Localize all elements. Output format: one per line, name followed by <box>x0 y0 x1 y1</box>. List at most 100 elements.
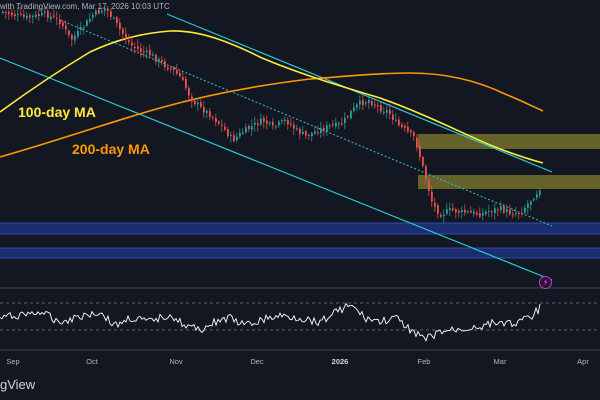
candle-body <box>134 47 136 49</box>
candle-body <box>506 209 508 212</box>
candle-body <box>293 124 295 129</box>
candle-body <box>107 9 109 11</box>
chart-credit: with TradingView.com, Mar 17, 2026 10:03… <box>0 2 170 11</box>
candle-body <box>350 110 352 119</box>
candle-body <box>332 124 334 126</box>
candle-body <box>362 100 364 106</box>
candle-body <box>482 212 484 216</box>
candle-body <box>47 10 49 18</box>
candle-body <box>374 104 376 106</box>
candle-body <box>461 209 463 213</box>
candle-body <box>422 157 424 166</box>
candle-body <box>497 209 499 211</box>
candle-body <box>215 118 217 122</box>
candle-body <box>131 42 133 46</box>
candle-body <box>287 120 289 125</box>
candle-body <box>92 14 94 18</box>
candle-body <box>449 208 451 211</box>
candle-body <box>182 77 184 80</box>
candle-body <box>509 209 511 215</box>
candle-body <box>434 202 436 207</box>
candle-body <box>275 126 277 128</box>
candle-body <box>431 191 433 202</box>
candle-body <box>167 67 169 70</box>
candle-body <box>368 100 370 104</box>
ma200-label: 200-day MA <box>72 141 150 157</box>
candle-body <box>80 27 82 30</box>
candle-body <box>23 14 25 17</box>
candle-body <box>194 101 196 104</box>
demand-zone-lower <box>0 248 600 258</box>
x-tick-label: Mar <box>494 357 507 366</box>
candle-body <box>77 30 79 37</box>
candle-body <box>242 132 244 134</box>
x-tick-label: Dec <box>250 357 264 366</box>
candle-body <box>500 206 502 210</box>
candle-body <box>464 209 466 213</box>
candle-body <box>479 213 481 217</box>
candle-body <box>59 19 61 25</box>
candle-body <box>179 72 181 77</box>
ma100-line <box>0 30 544 164</box>
candle-body <box>200 102 202 107</box>
candle-body <box>146 50 148 52</box>
candle-body <box>302 131 304 134</box>
candle-body <box>470 210 472 213</box>
lightning-icon[interactable]: ⚡ <box>539 276 552 289</box>
candle-body <box>419 146 421 158</box>
candle-body <box>5 11 7 13</box>
demand-zone-upper <box>0 223 600 234</box>
candle-body <box>395 119 397 121</box>
candle-body <box>383 111 385 113</box>
candle-body <box>164 61 166 68</box>
x-axis: Sep Oct Nov Dec 2026 Feb Mar Apr <box>6 357 589 366</box>
candle-body <box>74 35 76 41</box>
candle-body <box>50 16 52 19</box>
candle-body <box>296 128 298 130</box>
candle-body <box>224 126 226 130</box>
candle-body <box>347 116 349 118</box>
candle-body <box>380 105 382 112</box>
candle-body <box>341 123 343 125</box>
candle-body <box>305 131 307 136</box>
candle-body <box>410 130 412 133</box>
candle-body <box>104 8 106 11</box>
candle-body <box>137 46 139 49</box>
candle-body <box>98 9 100 14</box>
candle-body <box>539 190 541 196</box>
candle-body <box>101 10 103 13</box>
candle-body <box>455 209 457 213</box>
supply-zone-lower <box>418 175 600 189</box>
candle-body <box>197 102 199 105</box>
candle-body <box>185 79 187 89</box>
candle-body <box>284 119 286 122</box>
ma200-line <box>0 72 544 158</box>
candle-body <box>17 13 19 15</box>
candle-body <box>290 123 292 125</box>
candle-body <box>524 207 526 213</box>
candle-body <box>119 22 121 30</box>
candle-body <box>227 129 229 137</box>
candle-body <box>20 13 22 15</box>
candle-body <box>11 12 13 16</box>
candle-body <box>170 68 172 70</box>
candle-body <box>218 121 220 124</box>
x-tick-label: Sep <box>6 357 19 366</box>
candle-body <box>272 121 274 126</box>
candle-body <box>389 109 391 114</box>
candle-body <box>440 214 442 217</box>
x-tick-label: Oct <box>86 357 99 366</box>
candle-body <box>221 124 223 126</box>
candle-body <box>488 210 490 212</box>
candle-body <box>515 212 517 214</box>
x-tick-label: 2026 <box>332 357 349 366</box>
rsi-line <box>0 302 541 342</box>
candle-body <box>443 214 445 217</box>
candle-body <box>263 117 265 122</box>
candle-body <box>308 134 310 136</box>
candle-body <box>206 110 208 113</box>
candle-body <box>503 206 505 213</box>
candle-body <box>95 10 97 15</box>
candle-body <box>404 125 406 128</box>
candle-body <box>299 128 301 135</box>
